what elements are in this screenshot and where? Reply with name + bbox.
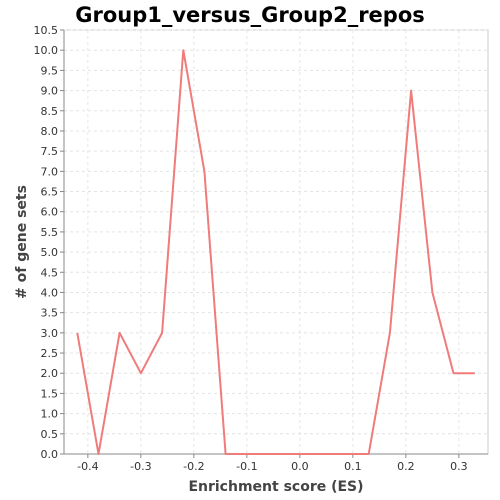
x-tick-label: 0.3 (450, 460, 468, 473)
y-tick-label: 4.0 (41, 286, 59, 299)
data-point (161, 332, 163, 334)
y-tick-label: 9.0 (41, 85, 59, 98)
y-tick-label: 0.5 (41, 428, 59, 441)
x-tick-label: -0.3 (130, 460, 151, 473)
y-tick-label: 8.0 (41, 125, 59, 138)
data-point (331, 453, 333, 455)
data-point (119, 332, 121, 334)
data-point (246, 453, 248, 455)
y-tick-label: 1.0 (41, 408, 59, 421)
data-point (368, 453, 370, 455)
y-axis-title: # of gene sets (14, 185, 30, 299)
data-point (182, 49, 184, 51)
grid-lines (64, 29, 488, 455)
y-tick-label: 0.0 (41, 448, 59, 461)
chart-title: Group1_versus_Group2_repos (75, 3, 425, 27)
data-point (203, 170, 205, 172)
plot-area (63, 29, 489, 455)
data-point (453, 372, 455, 374)
series-layer (76, 49, 476, 455)
y-tick-label: 10.0 (34, 44, 59, 57)
series-line (76, 49, 475, 455)
data-point (97, 453, 99, 455)
data-point (288, 453, 290, 455)
data-point (474, 372, 476, 374)
x-tick-label: 0.1 (344, 460, 362, 473)
data-point (267, 453, 269, 455)
data-point (225, 453, 227, 455)
y-tick-label: 7.5 (41, 145, 59, 158)
y-tick-label: 6.0 (41, 206, 59, 219)
y-tick-label: 2.0 (41, 367, 59, 380)
y-tick-label: 8.5 (41, 105, 59, 118)
x-axis-title: Enrichment score (ES) (188, 479, 363, 495)
x-tick-label: -0.1 (236, 460, 257, 473)
x-tick-label: 0.2 (397, 460, 415, 473)
y-tick-label: 5.0 (41, 246, 59, 259)
x-tick-label: -0.4 (77, 460, 98, 473)
axes: 0.0 0.5 1.0 1.5 2.0 2.5 3.0 3.5 4.0 4.5 5.0 5.5 6.0 6… (34, 24, 488, 473)
y-tick-label: 10.5 (34, 24, 59, 37)
x-tick-label: 0.0 (291, 460, 309, 473)
y-tick-label: 3.0 (41, 327, 59, 340)
data-point (389, 332, 391, 334)
y-tick-label: 7.0 (41, 165, 59, 178)
data-point (410, 90, 412, 92)
y-tick-label: 3.5 (41, 307, 59, 320)
data-point (309, 453, 311, 455)
y-tick-label: 9.5 (41, 64, 59, 77)
data-point (431, 291, 433, 293)
y-tick-label: 4.5 (41, 266, 59, 279)
y-tick-label: 2.5 (41, 347, 59, 360)
x-tick-label: -0.2 (183, 460, 204, 473)
y-tick-label: 5.5 (41, 226, 59, 239)
y-tick-label: 6.5 (41, 186, 59, 199)
y-tick-label: 1.5 (41, 387, 59, 400)
data-point (352, 453, 354, 455)
data-point (76, 332, 78, 334)
data-point (140, 372, 142, 374)
